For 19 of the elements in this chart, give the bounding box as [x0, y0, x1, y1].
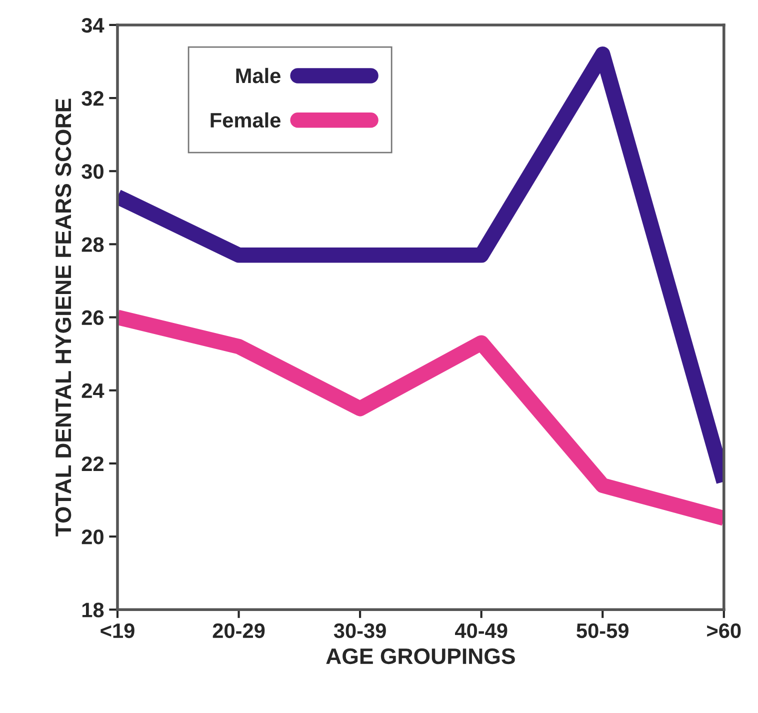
- y-tick-label: 18: [82, 602, 104, 618]
- x-tick-label: 40-49: [455, 623, 508, 638]
- y-tick-label: 30: [82, 164, 104, 179]
- y-tick-label: 26: [82, 310, 104, 326]
- x-tick-label: 50-59: [576, 623, 628, 638]
- legend-label: Female: [210, 112, 280, 128]
- y-tick-label: 32: [82, 91, 104, 106]
- x-tick-label: <19: [100, 623, 134, 638]
- y-tick-label: 22: [82, 456, 104, 471]
- y-axis-title: TOTAL DENTAL HYGIENE FEARS SCORE: [55, 98, 72, 536]
- x-tick-label: 30-39: [334, 623, 386, 638]
- x-axis-title: AGE GROUPINGS: [326, 648, 515, 664]
- x-tick-label: 20-29: [212, 623, 265, 638]
- y-tick-label: 24: [82, 383, 104, 398]
- legend-label: Male: [236, 68, 280, 84]
- y-tick-label: 20: [82, 530, 104, 544]
- y-tick-label: 34: [82, 18, 104, 33]
- x-tick-label: >60: [707, 623, 741, 638]
- y-tick-label: 28: [82, 237, 104, 252]
